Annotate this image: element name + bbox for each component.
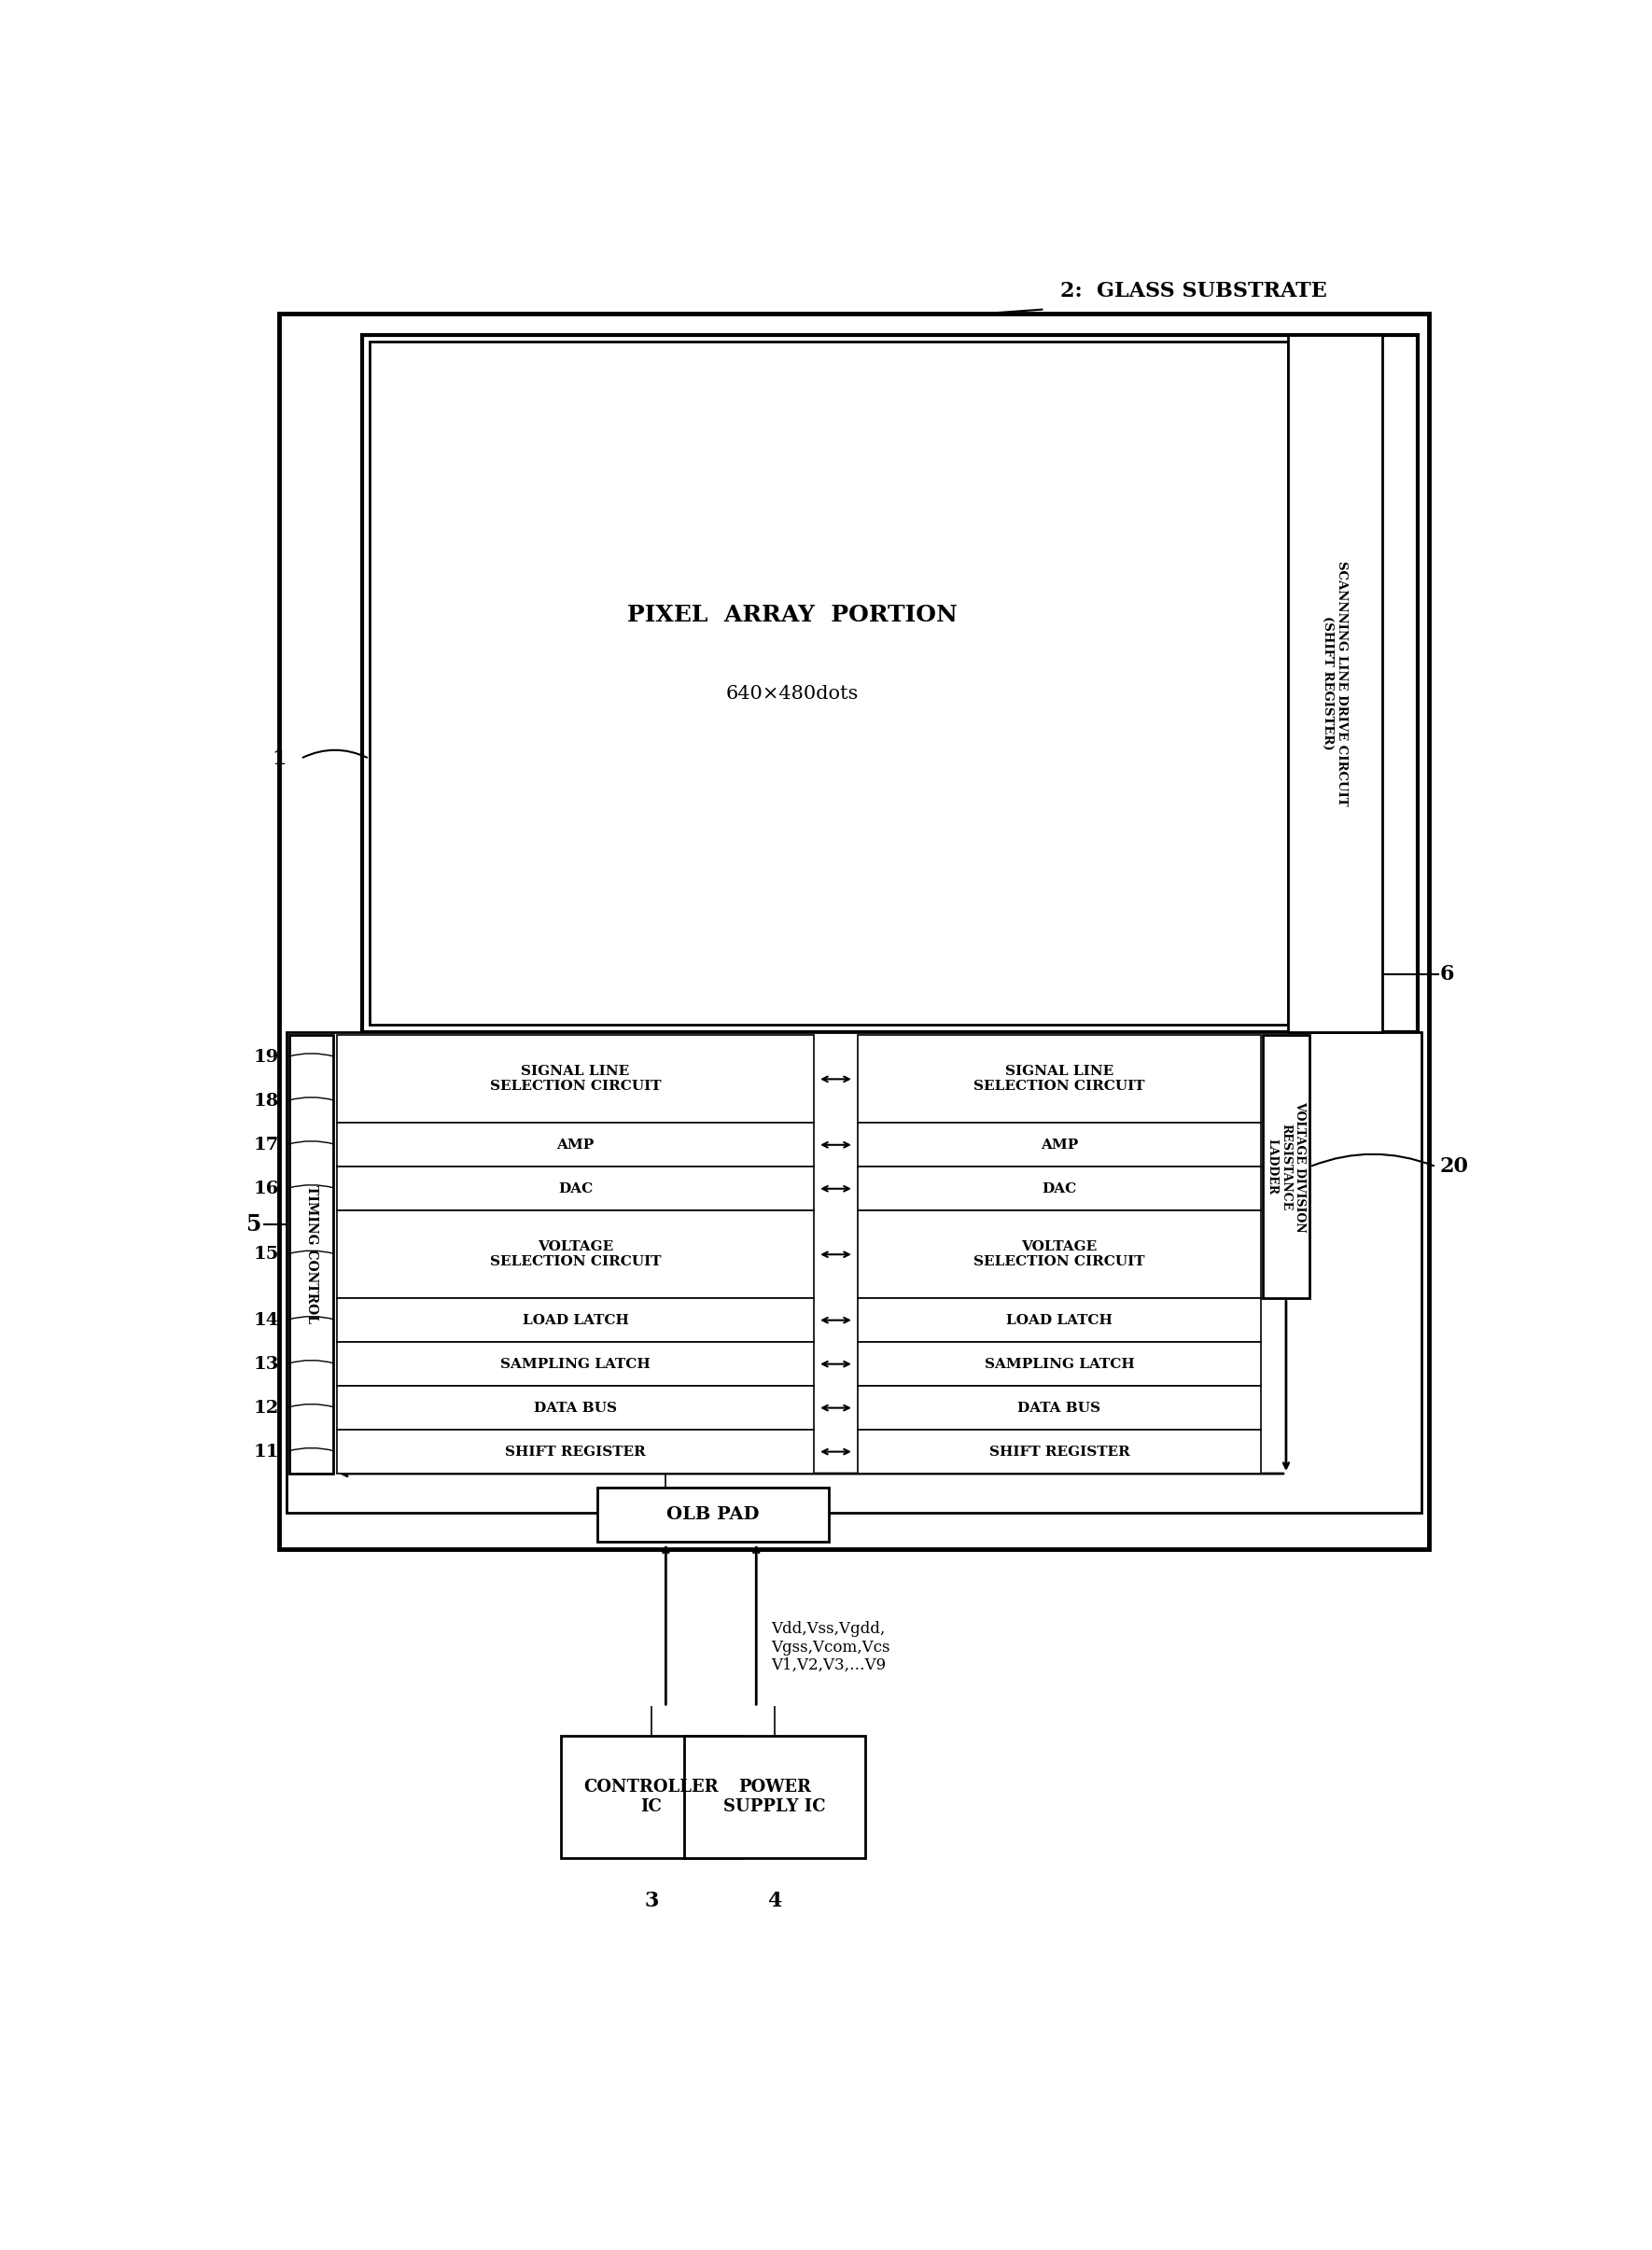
Text: DATA BUS: DATA BUS bbox=[534, 1402, 616, 1415]
Text: Vdd,Vss,Vgdd,
Vgss,Vcom,Vcs
V1,V2,V3,…V9: Vdd,Vss,Vgdd, Vgss,Vcom,Vcs V1,V2,V3,…V9 bbox=[771, 1620, 890, 1674]
Bar bbox=[289, 1035, 334, 1474]
Text: SIGNAL LINE
SELECTION CIRCUIT: SIGNAL LINE SELECTION CIRCUIT bbox=[489, 1064, 661, 1094]
Text: AMP: AMP bbox=[557, 1139, 595, 1152]
Text: VOLTAGE
SELECTION CIRCUIT: VOLTAGE SELECTION CIRCUIT bbox=[489, 1240, 661, 1269]
Text: 16: 16 bbox=[253, 1181, 279, 1197]
Text: SHIFT REGISTER: SHIFT REGISTER bbox=[506, 1444, 646, 1458]
Bar bbox=[286, 1033, 1422, 1514]
Text: DAC: DAC bbox=[558, 1181, 593, 1195]
Bar bbox=[337, 1298, 814, 1341]
Text: 1: 1 bbox=[271, 749, 286, 770]
Bar bbox=[857, 1429, 1260, 1474]
Bar bbox=[857, 1341, 1260, 1386]
Bar bbox=[857, 1211, 1260, 1298]
Text: 3: 3 bbox=[644, 1890, 659, 1912]
Text: 19: 19 bbox=[253, 1048, 279, 1066]
Text: SAMPLING LATCH: SAMPLING LATCH bbox=[501, 1357, 651, 1370]
Bar bbox=[857, 1386, 1260, 1429]
Text: VOLTAGE DIVISION
RESISTANCE
LADDER: VOLTAGE DIVISION RESISTANCE LADDER bbox=[1265, 1100, 1307, 1233]
Text: DATA BUS: DATA BUS bbox=[1018, 1402, 1100, 1415]
Bar bbox=[1262, 1035, 1310, 1298]
Bar bbox=[279, 313, 1429, 1548]
Text: TIMING CONTROL: TIMING CONTROL bbox=[306, 1186, 317, 1323]
Text: POWER
SUPPLY IC: POWER SUPPLY IC bbox=[724, 1780, 826, 1816]
Bar bbox=[337, 1341, 814, 1386]
Bar bbox=[362, 335, 1417, 1033]
Text: 640×480dots: 640×480dots bbox=[725, 684, 859, 702]
Text: 18: 18 bbox=[253, 1094, 279, 1109]
Text: AMP: AMP bbox=[1041, 1139, 1079, 1152]
Text: 13: 13 bbox=[253, 1357, 279, 1372]
Bar bbox=[337, 1123, 814, 1168]
Bar bbox=[1289, 335, 1383, 1033]
Text: DAC: DAC bbox=[1042, 1181, 1077, 1195]
Bar bbox=[857, 1168, 1260, 1210]
Text: 12: 12 bbox=[253, 1400, 279, 1415]
Bar bbox=[857, 1035, 1260, 1123]
Bar bbox=[337, 1035, 814, 1123]
Bar bbox=[596, 1487, 829, 1541]
Text: CONTROLLER
IC: CONTROLLER IC bbox=[583, 1780, 719, 1816]
Text: 20: 20 bbox=[1441, 1157, 1469, 1177]
Text: VOLTAGE
SELECTION CIRCUIT: VOLTAGE SELECTION CIRCUIT bbox=[973, 1240, 1145, 1269]
Bar bbox=[337, 1386, 814, 1429]
Text: 6: 6 bbox=[1441, 963, 1454, 986]
Bar bbox=[337, 1168, 814, 1210]
Bar bbox=[857, 1123, 1260, 1168]
Text: 15: 15 bbox=[253, 1247, 279, 1262]
Text: 14: 14 bbox=[253, 1312, 279, 1327]
Text: SAMPLING LATCH: SAMPLING LATCH bbox=[985, 1357, 1135, 1370]
Text: PIXEL  ARRAY  PORTION: PIXEL ARRAY PORTION bbox=[628, 603, 958, 626]
Bar bbox=[370, 342, 1289, 1024]
Bar bbox=[562, 1737, 742, 1858]
Text: SHIFT REGISTER: SHIFT REGISTER bbox=[990, 1444, 1130, 1458]
Text: SIGNAL LINE
SELECTION CIRCUIT: SIGNAL LINE SELECTION CIRCUIT bbox=[973, 1064, 1145, 1094]
Bar bbox=[684, 1737, 864, 1858]
Text: 4: 4 bbox=[767, 1890, 781, 1912]
Bar bbox=[337, 1211, 814, 1298]
Text: SCANNNING LINE DRIVE CIRCUIT
(SHIFT REGISTER): SCANNNING LINE DRIVE CIRCUIT (SHIFT REGI… bbox=[1322, 560, 1348, 805]
Text: 5: 5 bbox=[246, 1213, 261, 1235]
Text: OLB PAD: OLB PAD bbox=[666, 1508, 760, 1523]
Bar bbox=[337, 1429, 814, 1474]
Bar bbox=[857, 1298, 1260, 1341]
Text: 2:  GLASS SUBSTRATE: 2: GLASS SUBSTRATE bbox=[1061, 281, 1327, 302]
Text: LOAD LATCH: LOAD LATCH bbox=[522, 1314, 628, 1328]
Text: LOAD LATCH: LOAD LATCH bbox=[1006, 1314, 1112, 1328]
Text: 17: 17 bbox=[253, 1136, 279, 1154]
Text: 11: 11 bbox=[253, 1442, 279, 1460]
